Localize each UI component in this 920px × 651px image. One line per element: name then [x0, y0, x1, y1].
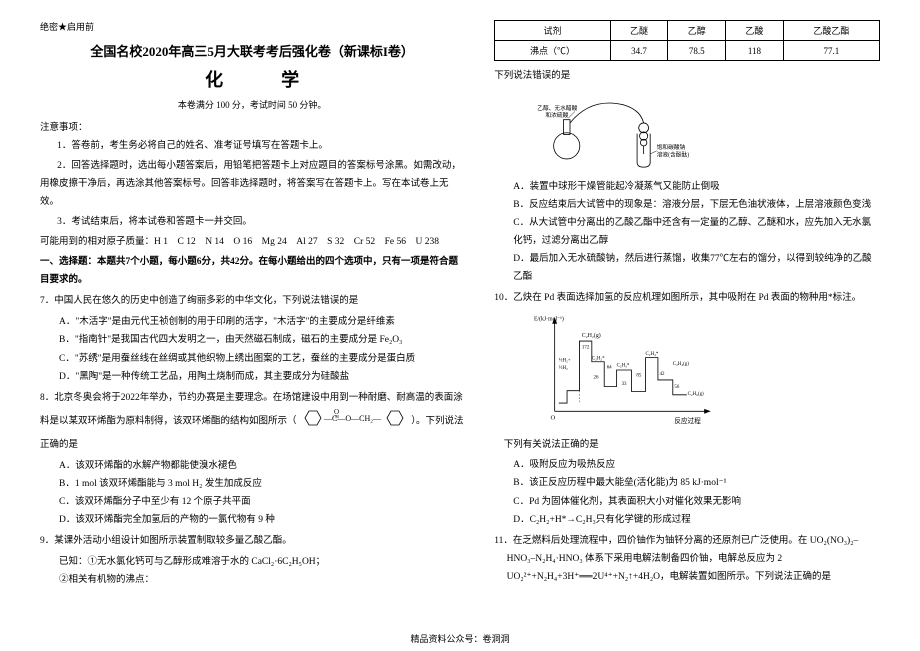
q10-opt-d: D．C₂H₂+H*→C₂H₃只有化学键的形成过程 — [513, 511, 880, 529]
svg-text:42: 42 — [660, 372, 665, 377]
left-column: 绝密★启用前 全国名校2020年高三5月大联考考后强化卷（新课标I卷） 化 学 … — [40, 20, 464, 631]
th-ether: 乙醚 — [610, 21, 668, 41]
svg-text:½H₂: ½H₂ — [559, 367, 568, 372]
td-v4: 77.1 — [783, 41, 879, 61]
svg-text:E/(kJ·mol⁻¹): E/(kJ·mol⁻¹) — [534, 316, 564, 323]
q9-opt-d: D．最后加入无水硫酸钠，然后进行蒸馏，收集77℃左右的馏分，以得到较纯净的乙酸乙… — [513, 250, 880, 286]
svg-text:33: 33 — [622, 382, 627, 387]
svg-text:C₂H₄*: C₂H₄* — [646, 353, 659, 358]
svg-text:26: 26 — [594, 376, 599, 381]
svg-text:O: O — [334, 408, 339, 416]
q9-known-2: ②相关有机物的沸点： — [59, 571, 464, 589]
svg-text:172: 172 — [582, 346, 590, 351]
table-row: 沸点（℃） 34.7 78.5 118 77.1 — [495, 41, 880, 61]
svg-text:反应过程: 反应过程 — [675, 416, 702, 425]
svg-text:85: 85 — [637, 374, 642, 379]
td-label: 沸点（℃） — [495, 41, 610, 61]
q7-stem: 7．中国人民在悠久的历史中创造了绚丽多彩的中华文化，下列说法错误的是 — [52, 292, 464, 310]
td-v2: 78.5 — [668, 41, 726, 61]
svg-text:64: 64 — [607, 366, 612, 371]
th-ethanol: 乙醇 — [668, 21, 726, 41]
svg-text:乙醇、无水醋酸: 乙醇、无水醋酸 — [538, 104, 578, 112]
molar-mass: 可能用到的相对原子质量：H 1 C 12 N 14 O 16 Mg 24 Al … — [40, 233, 464, 251]
q9-known-1: 已知：①无水氯化钙可与乙醇形成难溶于水的 CaCl₂·6C₂H₅OH； — [59, 553, 464, 571]
q7-opt-b: B．"指南针"是我国古代四大发明之一，由天然磁石制成，磁石的主要成分是 Fe₂O… — [59, 331, 464, 349]
notice-item-2: 2．回答选择题时，选出每小题答案后，用铅笔把答题卡上对应题目的答案标号涂黑。如需… — [40, 157, 464, 211]
q8-opt-a: A．该双环烯酯的水解产物都能使溴水褪色 — [59, 457, 464, 475]
q10-opt-a: A．吸附反应为吸热反应 — [513, 456, 880, 474]
notice-head: 注意事项： — [40, 119, 464, 133]
q8-opt-d: D．该双环烯酯完全加氢后的产物的一氯代物有 9 种 — [59, 511, 464, 529]
q9-opt-a: A．装置中球形干燥管能起冷凝蒸气又能防止倒吸 — [513, 178, 880, 196]
svg-text:和浓硫酸: 和浓硫酸 — [546, 111, 569, 119]
svg-text:—C—O—CH₂—: —C—O—CH₂— — [323, 414, 382, 423]
th-reagent: 试剂 — [495, 21, 610, 41]
svg-text:饱和碳酸钠: 饱和碳酸钠 — [657, 143, 686, 151]
section1-head: 一、选择题：本题共7个小题，每小题6分，共42分。在每小题给出的四个选项中，只有… — [40, 253, 464, 289]
q8-opt-b: B．1 mol 该双环烯酯能与 3 mol H₂ 发生加成反应 — [59, 475, 464, 493]
table-row: 试剂 乙醚 乙醇 乙酸 乙酸乙酯 — [495, 21, 880, 41]
q10-opt-b: B．该正反应历程中最大能垒(活化能)为 85 kJ·mol⁻¹ — [513, 474, 880, 492]
q9-opt-b: B．反应结束后大试管中的现象是：溶液分层，下层无色油状液体，上层溶液颜色变浅 — [513, 196, 880, 214]
q10-head: 下列有关说法正确的是 — [504, 436, 880, 454]
hexagon-structure-icon: —C—O—CH₂— O — [299, 407, 409, 436]
td-v1: 34.7 — [610, 41, 668, 61]
right-column: 试剂 乙醚 乙醇 乙酸 乙酸乙酯 沸点（℃） 34.7 78.5 118 77.… — [494, 20, 880, 631]
apparatus-diagram-icon: 乙醇、无水醋酸 和浓硫酸 饱和碳酸钠 溶液(含酚酞) — [534, 87, 714, 172]
svg-text:56: 56 — [675, 386, 680, 391]
th-ester: 乙酸乙酯 — [783, 21, 879, 41]
svg-text:½H₂+: ½H₂+ — [559, 359, 571, 364]
energy-diagram-icon: E/(kJ·mol⁻¹) 反应过程 O C₂H₂(g) 172 ½H₂+ ½H₂… — [534, 310, 724, 430]
subject-title: 化 学 — [40, 66, 464, 92]
q10-opt-c: C．Pd 为固体催化剂，其表面积大小对催化效果无影响 — [513, 493, 880, 511]
q8-stem: 8．北京冬奥会将于2022年举办，节约办赛是主要理念。在场馆建设中用到一种耐磨、… — [40, 389, 464, 454]
svg-text:C₂H₂*: C₂H₂* — [592, 357, 605, 362]
td-v3: 118 — [726, 41, 784, 61]
svg-text:C₂H₃*: C₂H₃* — [617, 364, 630, 369]
svg-text:O: O — [551, 415, 556, 422]
q8-opt-c: C．该双环烯酯分子中至少有 12 个原子共平面 — [59, 493, 464, 511]
svg-text:C₂H₆(g): C₂H₆(g) — [688, 392, 704, 397]
q7-opt-a: A．"木活字"是由元代王祯创制的用于印刷的活字，"木活字"的主要成分是纤维素 — [59, 313, 464, 331]
notice-item-3: 3．考试结束后，将本试卷和答题卡一并交回。 — [40, 213, 464, 231]
notice-item-1: 1．答卷前，考生务必将自己的姓名、准考证号填写在答题卡上。 — [40, 137, 464, 155]
th-acetic: 乙酸 — [726, 21, 784, 41]
q7-opt-d: D．"黑陶"是一种传统工艺品，用陶土烧制而成，其主要成分为硅酸盐 — [59, 368, 464, 386]
svg-text:C₂H₄(g): C₂H₄(g) — [673, 362, 689, 367]
page-footer: 精品资料公众号：卷洞洞 — [0, 632, 920, 645]
q7-opt-c: C．"苏绣"是用蚕丝线在丝绸或其他织物上绣出图案的工艺，蚕丝的主要成分是蛋白质 — [59, 350, 464, 368]
main-title: 全国名校2020年高三5月大联考考后强化卷（新课标I卷） — [40, 41, 464, 60]
paper-meta: 本卷满分 100 分，考试时间 50 分钟。 — [40, 98, 464, 111]
secrecy-label: 绝密★启用前 — [40, 20, 464, 33]
q9-stem: 9．某课外活动小组设计如图所示装置制取较多量乙酸乙酯。 — [52, 532, 464, 550]
q9-opt-c: C．从大试管中分离出的乙酸乙酯中还含有一定量的乙醇、乙醚和水，应先加入无水氯化钙… — [513, 214, 880, 250]
q9-err-head: 下列说法错误的是 — [494, 67, 880, 85]
svg-text:C₂H₂(g): C₂H₂(g) — [582, 332, 601, 339]
q10-stem: 10．乙炔在 Pd 表面选择加氢的反应机理如图所示，其中吸附在 Pd 表面的物种… — [507, 289, 880, 307]
svg-text:溶液(含酚酞): 溶液(含酚酞) — [657, 151, 689, 159]
reagent-table: 试剂 乙醚 乙醇 乙酸 乙酸乙酯 沸点（℃） 34.7 78.5 118 77.… — [494, 20, 880, 61]
q11-stem: 11．在乏燃料后处理流程中，四价铀作为铀钚分离的还原剂已广泛使用。在 UO₂(N… — [507, 532, 880, 586]
